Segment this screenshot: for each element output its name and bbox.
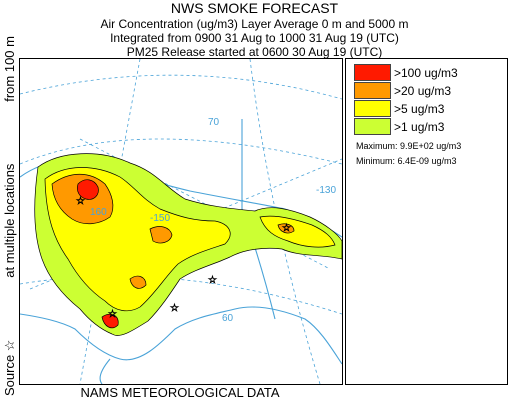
concentration-line: Air Concentration (ug/m3) Layer Average … [100, 17, 409, 31]
plume-over-100 [77, 179, 99, 200]
legend-label: >5 ug/m3 [394, 101, 445, 116]
grid-label-130: -130 [316, 185, 336, 196]
legend-item-over-1: >1 ug/m3 [354, 118, 504, 135]
swatch-over-5 [354, 100, 391, 117]
source-star-2: ☆ [170, 303, 179, 314]
legend-label: >100 ug/m3 [394, 65, 458, 80]
release-line: PM25 Release started at 0600 30 Aug 19 (… [126, 45, 383, 59]
swatch-over-1 [354, 118, 391, 135]
swatch-over-20 [354, 82, 391, 99]
side-source-label: Source ☆ at multiple locations from 100 … [2, 36, 18, 396]
plume-spot-20c [277, 223, 295, 234]
swatch-over-100 [354, 64, 391, 81]
grid-label-70: 70 [208, 117, 220, 128]
integration-line: Integrated from 0900 31 Aug to 1000 31 A… [110, 31, 399, 45]
plume-spot-20b [129, 275, 147, 289]
lat-line-north [20, 74, 342, 100]
grid-label-150: -150 [150, 213, 170, 224]
locations-text: at multiple locations [2, 163, 17, 278]
map-canvas: ☆ ☆ ☆ ☆ ☆ 70 -130 160 -150 60 [20, 59, 342, 384]
height-text: from 100 m [2, 36, 17, 102]
plume-east-over-5 [259, 215, 336, 248]
source-markers: ☆ ☆ ☆ ☆ ☆ [76, 196, 292, 321]
plume-spot-100 [101, 313, 119, 329]
source-star-1: ☆ [208, 275, 217, 286]
source-star-5: ☆ [76, 196, 85, 207]
source-star-3: ☆ [108, 309, 117, 320]
lon-line-1 [79, 59, 141, 384]
legend-item-over-20: >20 ug/m3 [354, 82, 504, 99]
legend-label: >20 ug/m3 [394, 83, 452, 98]
grid-label-60: 60 [222, 313, 234, 324]
source-text: Source ☆ [2, 339, 17, 396]
south-coast [20, 306, 342, 365]
minimum-value: Minimum: 6.4E-09 ug/m3 [356, 156, 457, 166]
data-source-footer: NAMS METEOROLOGICAL DATA [80, 385, 280, 400]
peninsula [99, 358, 111, 384]
source-star-4: ☆ [282, 223, 291, 234]
plume-spot-20 [149, 226, 173, 244]
smoke-map: ☆ ☆ ☆ ☆ ☆ 70 -130 160 -150 60 [19, 58, 343, 385]
legend-panel: >100 ug/m3 >20 ug/m3 >5 ug/m3 >1 ug/m3 M… [345, 58, 508, 385]
smoke-plume [34, 153, 342, 336]
map-title: NWS SMOKE FORECAST [170, 0, 339, 16]
grid-labels: 70 -130 160 -150 60 [90, 117, 336, 324]
grid-label-160: 160 [90, 207, 107, 218]
legend-item-over-100: >100 ug/m3 [354, 64, 504, 81]
legend-label: >1 ug/m3 [394, 119, 445, 134]
legend-item-over-5: >5 ug/m3 [354, 100, 504, 117]
maximum-value: Maximum: 9.9E+02 ug/m3 [356, 141, 462, 151]
